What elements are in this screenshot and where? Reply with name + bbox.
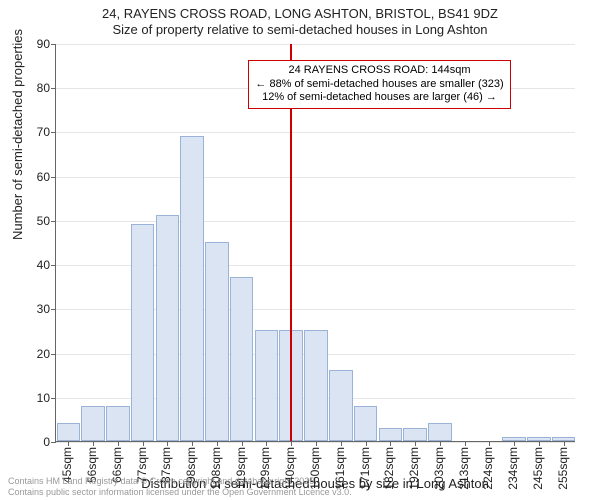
xtick-mark — [366, 441, 367, 446]
gridline — [56, 132, 575, 133]
title-line1: 24, RAYENS CROSS ROAD, LONG ASHTON, BRIS… — [0, 6, 600, 22]
xtick-mark — [514, 441, 515, 446]
callout-line2: ← 88% of semi-detached houses are smalle… — [255, 78, 503, 92]
ytick-mark — [51, 265, 56, 266]
xtick-mark — [440, 441, 441, 446]
xtick-mark — [564, 441, 565, 446]
ytick-mark — [51, 442, 56, 443]
xtick-mark — [143, 441, 144, 446]
ytick-mark — [51, 44, 56, 45]
attribution-line1: Contains HM Land Registry data © Crown c… — [8, 476, 352, 487]
histogram-bar — [180, 136, 204, 441]
ytick-label: 90 — [37, 37, 50, 51]
xtick-mark — [192, 441, 193, 446]
title-line2: Size of property relative to semi-detach… — [0, 22, 600, 38]
chart-area: 010203040506070809045sqm56sqm66sqm77sqm8… — [55, 44, 575, 442]
histogram-bar — [255, 330, 279, 441]
xtick-mark — [93, 441, 94, 446]
attribution-line2: Contains public sector information licen… — [8, 487, 352, 498]
ytick-mark — [51, 88, 56, 89]
histogram-bar — [379, 428, 403, 441]
xtick-mark — [118, 441, 119, 446]
xtick-mark — [291, 441, 292, 446]
callout-line1: 24 RAYENS CROSS ROAD: 144sqm — [255, 64, 503, 78]
histogram-bar — [428, 423, 452, 441]
histogram-bar — [354, 406, 378, 441]
ytick-mark — [51, 354, 56, 355]
histogram-bar — [131, 224, 155, 441]
ytick-mark — [51, 177, 56, 178]
xtick-mark — [415, 441, 416, 446]
xtick-mark — [489, 441, 490, 446]
xtick-mark — [390, 441, 391, 446]
ytick-label: 50 — [37, 214, 50, 228]
xtick-mark — [242, 441, 243, 446]
ytick-mark — [51, 398, 56, 399]
xtick-mark — [167, 441, 168, 446]
xtick-mark — [465, 441, 466, 446]
ytick-mark — [51, 221, 56, 222]
histogram-bar — [329, 370, 353, 441]
histogram-bar — [205, 242, 229, 441]
histogram-bar — [230, 277, 254, 441]
ytick-mark — [51, 132, 56, 133]
ytick-label: 60 — [37, 170, 50, 184]
callout-box: 24 RAYENS CROSS ROAD: 144sqm← 88% of sem… — [248, 60, 510, 109]
ytick-label: 70 — [37, 125, 50, 139]
attribution: Contains HM Land Registry data © Crown c… — [8, 476, 352, 498]
histogram-bar — [57, 423, 81, 441]
ytick-label: 40 — [37, 258, 50, 272]
ytick-label: 20 — [37, 347, 50, 361]
histogram-bar — [403, 428, 427, 441]
callout-line3: 12% of semi-detached houses are larger (… — [255, 91, 503, 105]
ytick-label: 10 — [37, 391, 50, 405]
plot-area: 010203040506070809045sqm56sqm66sqm77sqm8… — [55, 44, 575, 442]
gridline — [56, 177, 575, 178]
gridline — [56, 221, 575, 222]
y-axis-label: Number of semi-detached properties — [10, 29, 25, 240]
ytick-label: 80 — [37, 81, 50, 95]
xtick-mark — [341, 441, 342, 446]
xtick-mark — [316, 441, 317, 446]
chart-title: 24, RAYENS CROSS ROAD, LONG ASHTON, BRIS… — [0, 0, 600, 39]
histogram-bar — [106, 406, 130, 441]
gridline — [56, 44, 575, 45]
xtick-mark — [68, 441, 69, 446]
ytick-label: 0 — [43, 435, 50, 449]
ytick-label: 30 — [37, 302, 50, 316]
histogram-bar — [304, 330, 328, 441]
ytick-mark — [51, 309, 56, 310]
xtick-mark — [217, 441, 218, 446]
xtick-mark — [266, 441, 267, 446]
histogram-bar — [156, 215, 180, 441]
xtick-mark — [539, 441, 540, 446]
histogram-bar — [81, 406, 105, 441]
